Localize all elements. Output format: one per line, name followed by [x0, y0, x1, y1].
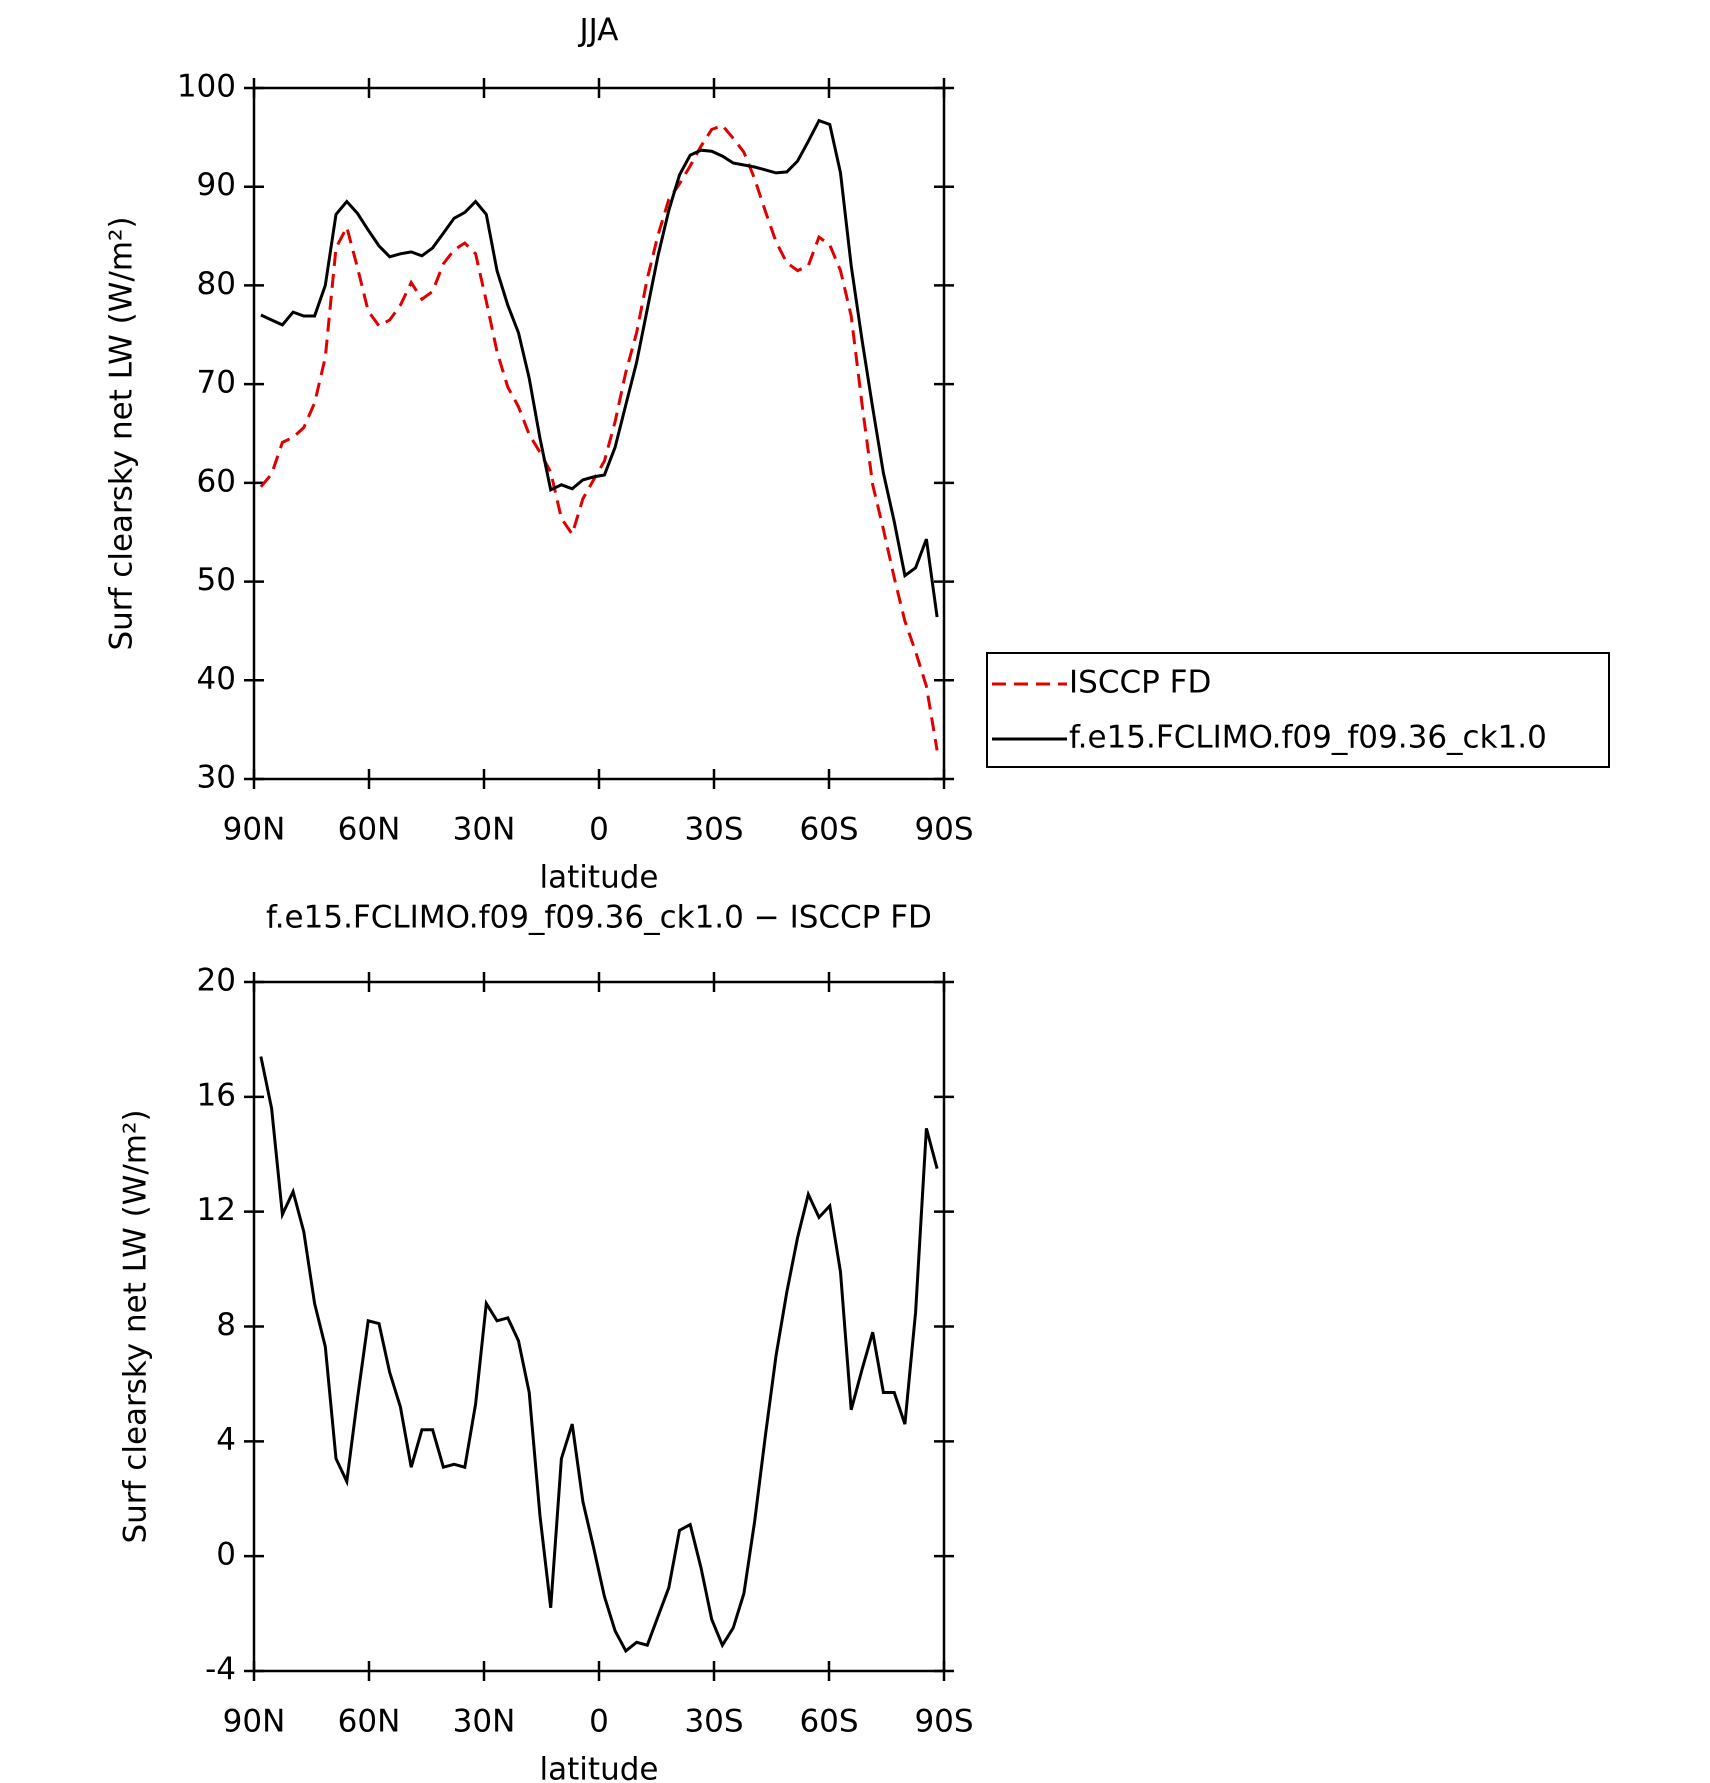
legend-label: ISCCP FD	[1069, 665, 1211, 701]
legend-label: f.e15.FCLIMO.f09_f09.36_ck1.0	[1069, 720, 1547, 756]
data-line	[260, 118, 939, 618]
y-axis-label: Surf clearsky net LW (W/m²)	[104, 216, 140, 650]
x-tick-label: 30S	[684, 812, 743, 848]
plot-frame	[252, 86, 946, 781]
x-tick-label: 30N	[453, 812, 516, 848]
x-tick-label: 60N	[338, 812, 401, 848]
legend-box	[986, 652, 1610, 768]
y-tick-label: 80	[197, 266, 236, 302]
x-tick-label: 30N	[453, 1704, 516, 1740]
x-tick-label: 90S	[914, 812, 973, 848]
x-tick-label: 60S	[799, 1704, 858, 1740]
y-tick-label: 8	[216, 1307, 236, 1343]
y-tick-label: 100	[177, 69, 236, 105]
y-tick-label: 70	[197, 365, 236, 401]
y-tick-label: 40	[197, 661, 236, 697]
y-tick-label: 4	[216, 1422, 236, 1458]
y-tick-label: -4	[205, 1652, 236, 1688]
x-tick-label: 60S	[799, 812, 858, 848]
y-tick-label: 12	[197, 1192, 236, 1228]
y-tick-label: 60	[197, 463, 236, 499]
data-line	[259, 1056, 939, 1654]
x-tick-label: 0	[589, 1704, 609, 1740]
x-tick-label: 90S	[914, 1704, 973, 1740]
y-tick-label: 16	[197, 1077, 236, 1113]
y-tick-label: 20	[197, 963, 236, 999]
y-tick-label: 30	[197, 760, 236, 796]
x-tick-label: 90N	[223, 1704, 286, 1740]
x-axis-label: latitude	[540, 1752, 659, 1783]
chart-title: f.e15.FCLIMO.f09_f09.36_ck1.0 − ISCCP FD	[266, 900, 932, 936]
y-tick-label: 90	[197, 167, 236, 203]
x-tick-label: 30S	[684, 1704, 743, 1740]
chart-title: JJA	[578, 13, 619, 49]
data-line	[259, 123, 939, 751]
y-tick-label: 0	[216, 1537, 236, 1573]
x-tick-label: 60N	[338, 1704, 401, 1740]
x-axis-label: latitude	[540, 860, 659, 896]
y-axis-label: Surf clearsky net LW (W/m²)	[118, 1109, 154, 1543]
y-tick-label: 50	[197, 562, 236, 598]
x-tick-label: 90N	[223, 812, 286, 848]
x-tick-label: 0	[589, 812, 609, 848]
